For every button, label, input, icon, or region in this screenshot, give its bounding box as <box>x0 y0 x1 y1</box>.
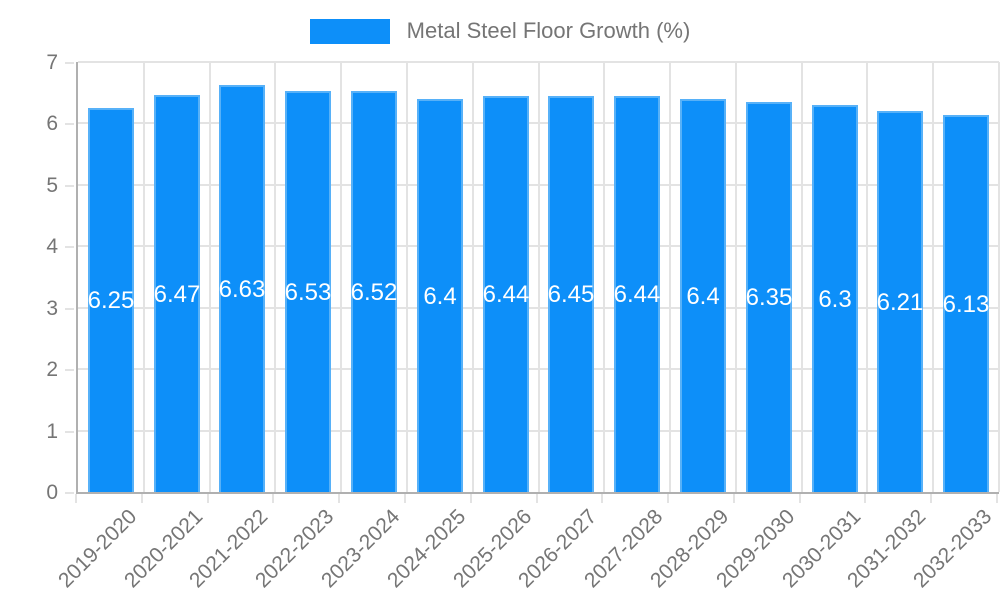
bar-2019-2020[interactable]: 6.25 <box>88 108 134 492</box>
y-tick-label: 0 <box>46 481 58 504</box>
x-axis-tick <box>864 494 867 503</box>
y-tick-label: 5 <box>46 173 58 197</box>
bar-value-label: 6.35 <box>745 284 793 311</box>
x-axis-tick <box>140 494 143 503</box>
bar-2032-2033[interactable]: 6.13 <box>943 115 989 492</box>
bar-2021-2022[interactable]: 6.63 <box>219 85 265 492</box>
bar-2027-2028[interactable]: 6.44 <box>614 96 660 492</box>
bar-value-label: 6.45 <box>547 281 595 308</box>
bar-value-label: 6.47 <box>153 280 201 308</box>
x-axis-tick <box>930 494 933 503</box>
bar-2020-2021[interactable]: 6.47 <box>154 95 200 492</box>
gridline-vertical <box>471 62 474 492</box>
bar-2028-2029[interactable]: 6.4 <box>680 99 726 492</box>
bar-value-label: 6.13 <box>942 290 990 318</box>
gridline-vertical <box>340 62 343 492</box>
y-tick-label: 1 <box>46 419 58 443</box>
bar-2030-2031[interactable]: 6.3 <box>812 105 858 492</box>
bar-2026-2027[interactable]: 6.45 <box>548 96 594 492</box>
gridline-vertical <box>208 62 211 492</box>
y-axis-tick <box>65 492 74 494</box>
y-axis-tick <box>65 307 74 310</box>
x-axis-tick <box>338 494 341 503</box>
legend-label: Metal Steel Floor Growth (%) <box>406 18 691 43</box>
y-axis-tick <box>65 430 74 433</box>
bar-value-label: 6.52 <box>350 278 398 306</box>
gridline-vertical <box>537 62 540 492</box>
y-tick-label: 2 <box>46 358 58 382</box>
bar-2022-2023[interactable]: 6.53 <box>285 91 331 492</box>
bar-value-label: 6.53 <box>284 278 332 306</box>
x-axis-tick <box>798 494 801 503</box>
bar-value-label: 6.44 <box>613 281 661 308</box>
y-axis-tick <box>65 246 74 249</box>
y-tick-label: 3 <box>46 296 58 320</box>
bar-value-label: 6.25 <box>87 287 135 314</box>
gridline-vertical <box>866 62 869 492</box>
bar-2029-2030[interactable]: 6.35 <box>746 102 792 492</box>
x-axis-tick <box>996 494 998 503</box>
bar-value-label: 6.4 <box>686 282 720 310</box>
y-axis-tick <box>65 123 74 126</box>
bar-2025-2026[interactable]: 6.44 <box>483 96 529 492</box>
x-axis-tick <box>75 494 77 503</box>
gridline-vertical <box>932 62 935 492</box>
gridline-vertical <box>405 62 408 492</box>
x-axis-tick <box>732 494 735 503</box>
gridline-vertical <box>603 62 606 492</box>
y-axis-tick <box>65 369 74 372</box>
x-axis-tick <box>206 494 209 503</box>
gridline-vertical <box>800 62 803 492</box>
gridline-vertical <box>274 62 277 492</box>
x-axis-tick <box>469 494 472 503</box>
legend[interactable]: Metal Steel Floor Growth (%) <box>0 18 1000 44</box>
bar-value-label: 6.4 <box>423 282 457 310</box>
x-axis-tick <box>403 494 406 503</box>
bar-value-label: 6.63 <box>218 275 266 303</box>
plot-area: 6.25 6.47 6.63 6.53 6.52 6.4 6.44 6.45 6.44 6.4 6.… <box>76 61 1000 494</box>
bar-2023-2024[interactable]: 6.52 <box>351 91 397 492</box>
gridline-vertical <box>669 62 672 492</box>
x-axis-tick <box>667 494 670 503</box>
bar-2024-2025[interactable]: 6.4 <box>417 99 463 492</box>
bar-value-label: 6.3 <box>818 285 852 313</box>
y-tick-label: 4 <box>46 235 58 259</box>
gridline-vertical <box>998 62 1000 492</box>
x-axis-tick <box>601 494 604 503</box>
x-axis-tick <box>535 494 538 503</box>
y-tick-label: 6 <box>46 112 58 136</box>
y-axis-tick <box>65 184 74 187</box>
y-axis-tick <box>65 62 74 64</box>
bar-value-label: 6.21 <box>876 288 924 316</box>
bar-value-label: 6.44 <box>482 281 530 308</box>
x-axis-tick <box>272 494 275 503</box>
gridline-vertical <box>734 62 737 492</box>
gridline-vertical <box>142 62 145 492</box>
legend-swatch <box>309 18 390 44</box>
y-tick-label: 7 <box>46 51 58 74</box>
bar-2031-2032[interactable]: 6.21 <box>877 111 923 492</box>
